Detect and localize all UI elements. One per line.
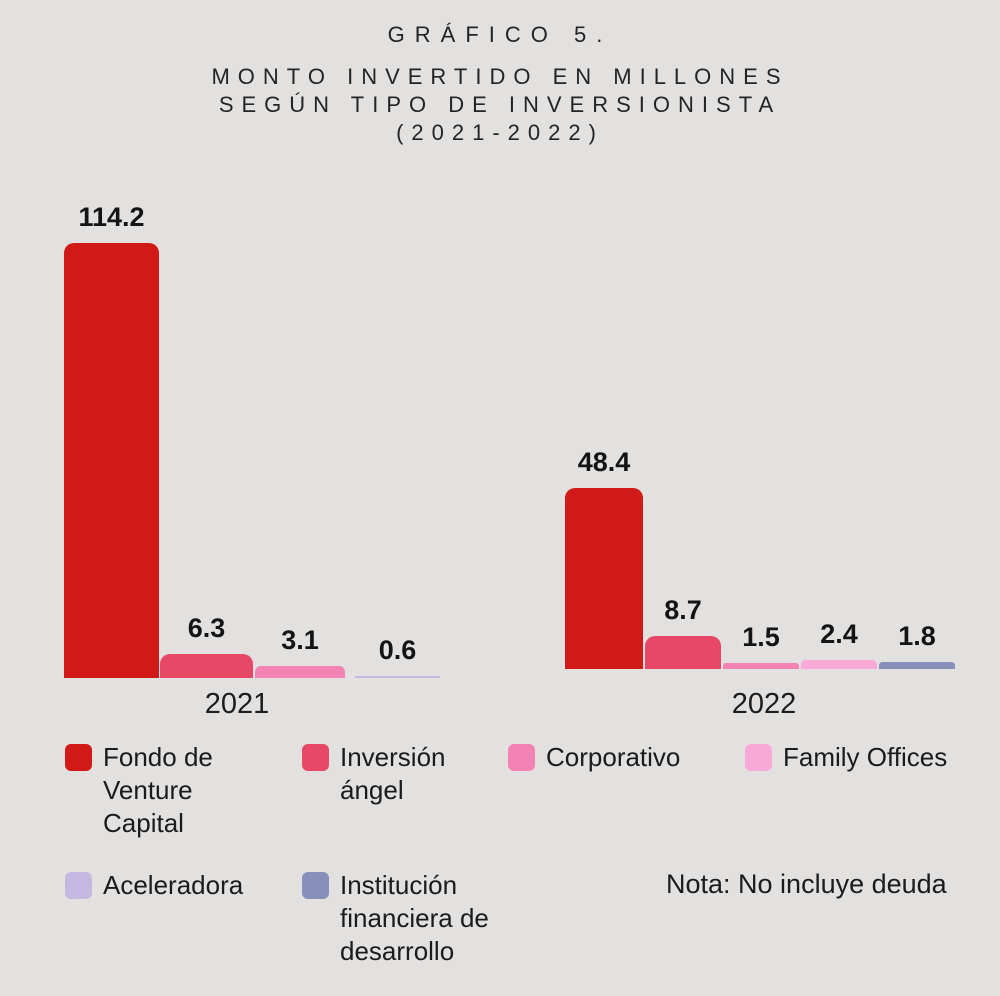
bar-value-2022-family-offices: 2.4 [820,619,858,650]
bar-2022-inversion-angel: 8.7 [645,595,721,669]
chart-title-line-2: SEGÚN TIPO DE INVERSIONISTA [218,92,782,117]
bar-value-2022-inversion-angel: 8.7 [664,595,702,626]
bar-2021-corporativo: 3.1 [255,625,345,678]
legend-swatch-aceleradora [65,872,92,899]
legend-label-fondo-venture-capital: Fondo de Venture Capital [103,742,213,838]
bar-value-2021-fondo-venture-capital: 114.2 [78,201,145,232]
axis-label-2021: 2021 [204,688,270,720]
chart-note: Nota: No incluye deuda [666,869,947,899]
legend-swatch-corporativo [508,744,535,771]
chart-header: GRÁFICO 5. MONTO INVERTIDO EN MILLONES S… [0,22,1000,147]
bar-2021-inversion-angel: 6.3 [160,613,253,678]
bar-2022-family-offices: 2.4 [801,619,877,669]
bar-2021-aceleradora: 0.6 [355,635,440,678]
bar-2021-fondo-venture-capital: 114.2 [64,202,159,678]
legend-label-family-offices: Family Offices [783,742,948,772]
legend-item-institucion-financiera: Institución financiera de desarrollo [302,869,489,968]
legend-swatch-fondo-venture-capital [65,744,92,771]
legend-label-institucion-financiera: Institución financiera de desarrollo [340,870,489,966]
bar-2022-fondo-venture-capital: 48.4 [565,447,643,669]
bar-2022-institucion-financiera: 1.8 [879,621,955,669]
legend-item-family-offices: Family Offices [745,741,947,774]
bar-value-2022-corporativo: 1.5 [742,622,780,653]
bar-value-2022-fondo-venture-capital: 48.4 [577,446,631,477]
chart-kicker: GRÁFICO 5. [387,22,613,47]
legend-swatch-family-offices [745,744,772,771]
legend-item-aceleradora: Aceleradora [65,869,243,902]
chart-title-line-3: (2021-2022) [396,120,604,145]
legend-swatch-institucion-financiera [302,872,329,899]
chart-title-line-1: MONTO INVERTIDO EN MILLONES [211,64,789,89]
axis-label-2022: 2022 [731,688,797,720]
bar-2022-corporativo: 1.5 [723,622,799,669]
legend-label-inversion-angel: Inversión ángel [340,742,446,805]
legend-label-corporativo: Corporativo [546,742,681,772]
legend-swatch-inversion-angel [302,744,329,771]
bar-value-2021-corporativo: 3.1 [281,625,319,656]
legend-item-corporativo: Corporativo [508,741,680,774]
bar-value-2021-inversion-angel: 6.3 [187,613,226,643]
bar-value-2022-institucion-financiera: 1.8 [898,621,936,652]
legend-item-fondo-venture-capital: Fondo de Venture Capital [65,741,213,840]
legend-label-aceleradora: Aceleradora [103,870,244,900]
legend-item-inversion-angel: Inversión ángel [302,741,446,807]
bar-value-2021-aceleradora: 0.6 [378,634,417,665]
